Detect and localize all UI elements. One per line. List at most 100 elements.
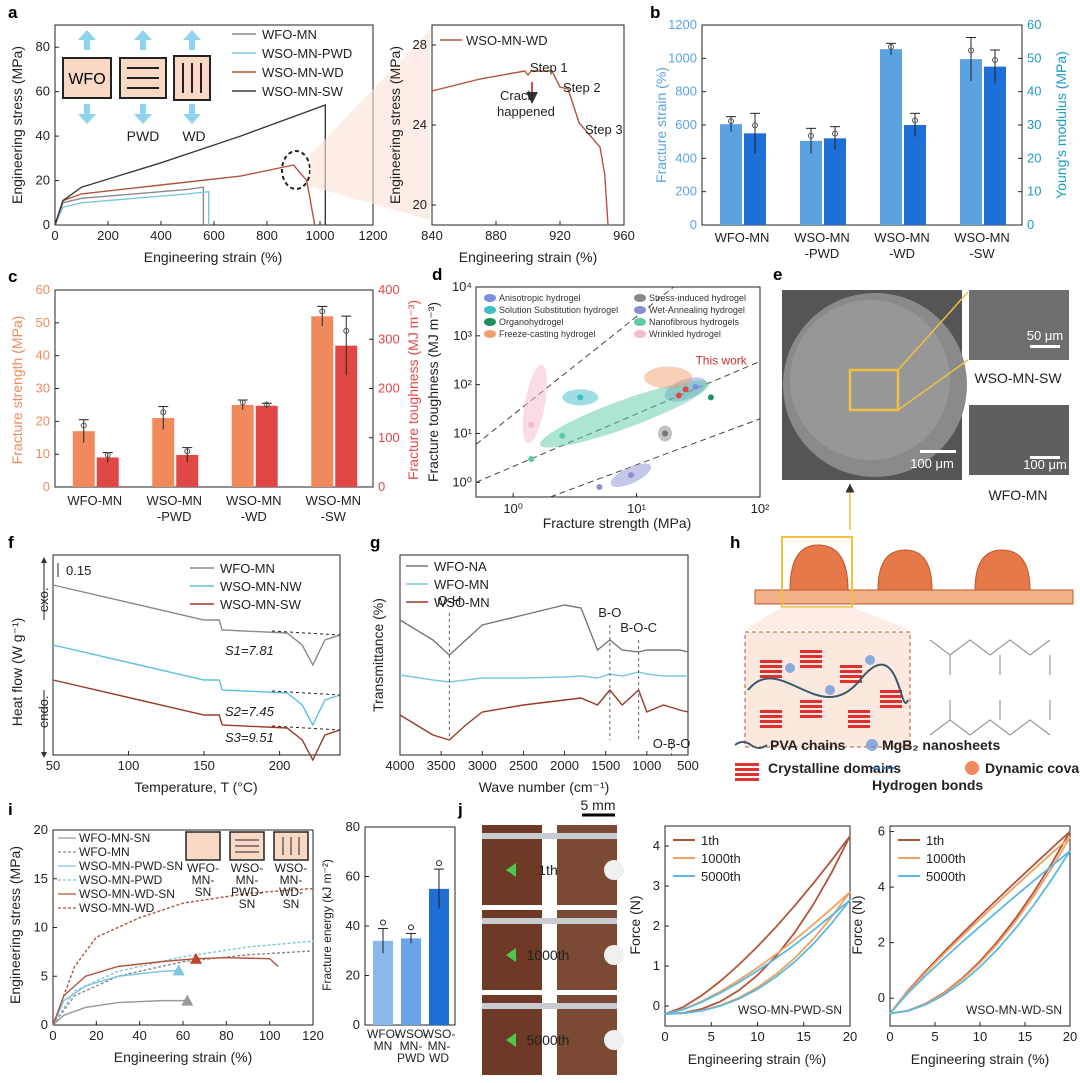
data-point: [80, 422, 87, 429]
y-tick-label: 2: [878, 935, 885, 950]
data-point: [912, 117, 918, 124]
cycle-label: 5000th: [527, 1032, 570, 1048]
crystal-domain: [760, 720, 782, 723]
a-inset: WFO PWD WD: [62, 30, 211, 144]
x-tick-label: 150: [193, 758, 215, 773]
x-tick-label: 0: [49, 1028, 56, 1043]
y-tick-label: 0: [353, 1017, 360, 1032]
legend-label: Nanofibrous hydrogels: [649, 317, 740, 327]
legend-label: Freeze-casting hydrogel: [499, 329, 596, 339]
x-tick-label: 400: [150, 228, 172, 243]
e-label-bot: WFO-MN: [988, 487, 1047, 503]
x-tick-label: 10¹: [627, 501, 646, 516]
x-tick-label: 1500: [591, 758, 620, 773]
x-tick-label: 5: [708, 1029, 715, 1044]
legend-label: Stress-induced hydrogel: [649, 293, 746, 303]
legend-mgb2: MgB₂ nanosheets: [882, 737, 1000, 753]
data-point: [239, 399, 246, 406]
legend-label: 5000th: [701, 869, 741, 884]
crystal-domain: [800, 700, 822, 703]
legend-label: WFO-MN: [262, 27, 317, 42]
j-right-ylabel: Force (N): [849, 895, 865, 954]
c-y2label: Fracture toughness (MJ m⁻³): [405, 300, 421, 480]
panel-h: PVA chains MgB₂ nanosheets Crystalline dom…: [734, 536, 1080, 793]
panel-label-j: j: [457, 800, 463, 819]
legend-label: 5000th: [926, 869, 966, 884]
a-zoom-marker: [281, 150, 311, 190]
a-inset-wfo: WFO: [68, 71, 105, 88]
legend-label: Anisotropic hydrogel: [499, 293, 581, 303]
legend-swatch: [484, 330, 496, 338]
bar-fracture-strain: [880, 49, 902, 225]
x-tick-label: 0: [886, 1029, 893, 1044]
y-tick-label: 28: [413, 37, 427, 52]
bar-fracture-toughness: [255, 405, 278, 487]
bar-fracture-energy: [401, 938, 421, 1025]
y-tick-label: 20: [1027, 150, 1041, 165]
category-label: WSO-MN: [305, 493, 361, 508]
bar-fracture-strain: [960, 59, 982, 225]
crystal-domain: [880, 690, 902, 693]
crystal-domain: [760, 660, 782, 663]
crystal-domain: [848, 710, 870, 713]
grip: [482, 833, 617, 839]
crystal-domain: [848, 725, 870, 728]
legend-label: WSO-MN-WD-SN: [79, 887, 175, 901]
crystal-domain: [880, 700, 902, 703]
data-point: [184, 448, 191, 455]
a-left-ylabel: Engineering stress (MPa): [9, 46, 25, 204]
x-tick-label: 920: [549, 228, 571, 243]
b-y2label: Young's modulus (MPa): [1053, 51, 1069, 199]
y-tick-label: 80: [346, 819, 360, 834]
crack-label-2: happened: [497, 104, 555, 119]
category-label: WD: [429, 1051, 449, 1065]
y-tick-label: 40: [1027, 84, 1041, 99]
y-tick-label: 15: [34, 871, 48, 886]
a-zoom-projection: [310, 30, 430, 220]
data-cluster: [522, 364, 547, 444]
y-tick-label: 4: [653, 838, 660, 853]
crystal-domain: [760, 665, 782, 668]
guide-line: [550, 418, 761, 498]
category-label: PWD: [397, 1051, 425, 1065]
category-label: -PWD: [157, 509, 192, 524]
legend-label: WSO-MN-SW: [262, 84, 344, 99]
i-right-ylabel: Fracture energy (kJ m⁻²): [320, 859, 334, 991]
panel-label-a: a: [8, 3, 18, 22]
y-tick-label: 6: [878, 824, 885, 839]
s2-label: S2=7.45: [225, 704, 275, 719]
y-tick-label: 0: [653, 998, 660, 1013]
ftir-wso-mn: [399, 688, 689, 741]
inset-label: PWD-: [231, 885, 263, 899]
i-ylabel: Engineering stress (MPa): [7, 846, 23, 1004]
legend-label: WSO-MN-PWD-SN: [79, 859, 183, 873]
legend-swatch: [484, 306, 496, 314]
curve-wso-mn-wd-sn: [52, 957, 279, 1026]
x-tick-label: 960: [613, 228, 635, 243]
y-tick-label: 300: [378, 331, 400, 346]
a-right-xlabel: Engineering strain (%): [459, 249, 598, 265]
crystal-domain: [800, 715, 822, 718]
inset-label: SN: [195, 885, 212, 899]
category-label: WFO-: [367, 1027, 399, 1041]
y-tick-label: 10: [34, 920, 48, 935]
crystal-domain: [800, 710, 822, 713]
fracture-marker: [181, 994, 194, 1006]
dsc-curve-wso-mn-nw: [52, 644, 341, 727]
data-point: [528, 421, 535, 428]
legend-dcb: Dynamic covalent bonds: [985, 760, 1080, 776]
series-wso-mn-wd: [431, 70, 609, 226]
pva-swatch: [734, 741, 768, 749]
a-right-ylabel: Engineering stress (MPa): [387, 46, 403, 204]
x-tick-label: 1000: [306, 228, 335, 243]
legend-label: WSO-MN-PWD: [262, 46, 352, 61]
x-tick-label: 100: [118, 758, 140, 773]
sem-sw-image: [969, 290, 1069, 360]
x-tick-label: 3500: [427, 758, 456, 773]
x-tick-label: 1200: [359, 228, 388, 243]
x-tick-label: 0: [51, 228, 58, 243]
step2-label: Step 2: [563, 80, 601, 95]
step1-label: Step 1: [530, 60, 568, 75]
loop-1000th: [664, 891, 851, 1015]
baseline: [271, 630, 341, 636]
